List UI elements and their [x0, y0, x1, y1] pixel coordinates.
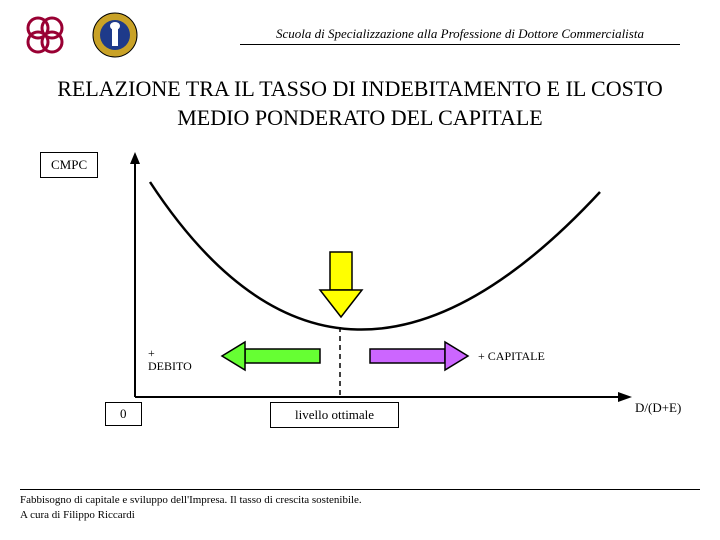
down-arrow-icon [320, 252, 362, 317]
origin-label: 0 [105, 402, 142, 426]
footer-line2: A cura di Filippo Riccardi [20, 508, 700, 522]
header: Scuola di Specializzazione alla Professi… [0, 0, 720, 65]
left-arrow-icon [222, 342, 320, 370]
x-axis-label: D/(D+E) [635, 400, 681, 416]
footer-line1: Fabbisogno di capitale e sviluppo dell'I… [20, 493, 700, 507]
institution-name: Scuola di Specializzazione alla Professi… [240, 26, 680, 45]
logo-seal-icon [90, 10, 140, 60]
left-arrow-label: +DEBITO [148, 347, 192, 373]
logo-knot-icon [20, 10, 70, 60]
footer: Fabbisogno di capitale e sviluppo dell'I… [20, 489, 700, 522]
right-arrow-icon [370, 342, 468, 370]
right-arrow-label: + CAPITALE [478, 349, 545, 364]
chart-svg [40, 152, 680, 432]
optimal-label: livello ottimale [270, 402, 399, 428]
page-title: RELAZIONE TRA IL TASSO DI INDEBITAMENTO … [40, 75, 680, 132]
chart: CMPC +DEBITO + CAPITALE 0 livello ot [40, 152, 680, 432]
